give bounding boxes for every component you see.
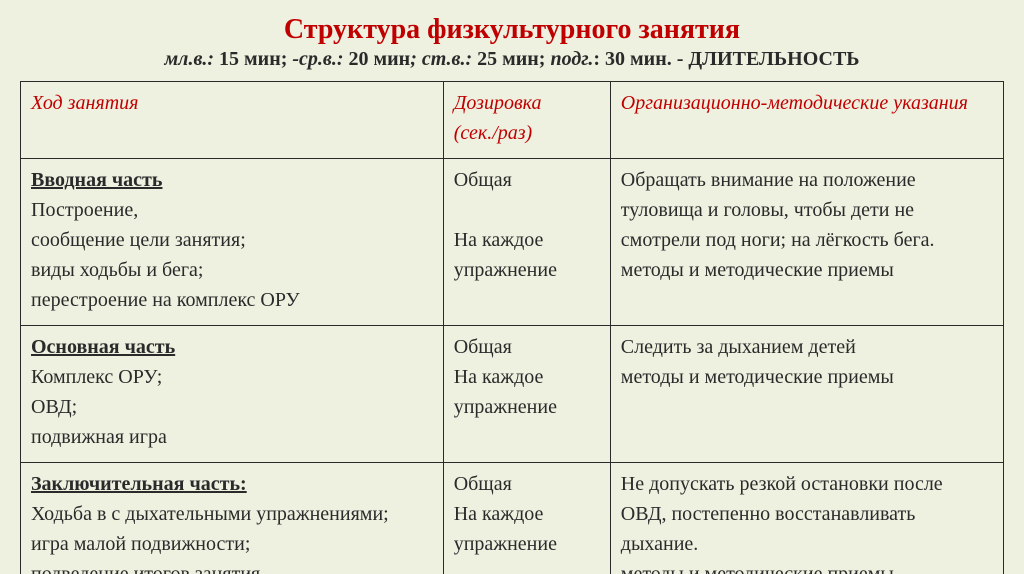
sub-v1: 15 мин; [214,48,292,70]
cell-activity: Основная часть Комплекс ОРУ; ОВД; подвиж… [21,326,444,463]
activity-line: виды ходьбы и бега; [31,255,433,285]
dosage-line: На каждое упражнение [454,362,600,422]
cell-activity: Заключительная часть: Ходьба в с дыхател… [21,463,444,574]
table-row: Заключительная часть: Ходьба в с дыхател… [21,463,1004,574]
cell-notes: Не допускать резкой остановки после ОВД,… [610,463,1003,574]
cell-activity: Вводная часть Построение, сообщение цели… [21,159,444,326]
note-line: методы и методические приемы [621,255,993,285]
activity-line: игра малой подвижности; [31,529,433,559]
activity-line: сообщение цели занятия; [31,225,433,255]
sub-p4: подг. [550,48,593,70]
cell-dosage: Общая На каждое упражнение [443,463,610,574]
sub-v3: 25 мин; [472,48,550,70]
col-header-dosage-l2: (сек./раз) [454,118,600,148]
table-header-row: Ход занятия Дозировка (сек./раз) Организ… [21,82,1004,159]
section-title: Основная часть [31,332,433,362]
dosage-line: Общая [454,332,600,362]
activity-line: подведение итогов занятия [31,559,433,574]
spacer [454,195,600,225]
activity-line: Построение, [31,195,433,225]
dosage-line: Общая [454,469,600,499]
note-line: Следить за дыханием детей [621,332,993,362]
col-header-dosage-l1: Дозировка [454,88,600,118]
sub-v4: : 30 мин. - ДЛИТЕЛЬНОСТЬ [593,48,859,70]
table-row: Вводная часть Построение, сообщение цели… [21,159,1004,326]
slide-page: Структура физкультурного занятия мл.в.: … [0,0,1024,574]
dosage-line: На каждое упражнение [454,225,600,285]
note-line: методы и методические приемы [621,362,993,392]
section-title: Вводная часть [31,165,433,195]
structure-table: Ход занятия Дозировка (сек./раз) Организ… [20,81,1004,574]
note-line: методы и методические приемы [621,559,993,574]
page-title: Структура физкультурного занятия [20,14,1004,46]
cell-dosage: Общая На каждое упражнение [443,159,610,326]
activity-line: ОВД; [31,392,433,422]
activity-line: подвижная игра [31,422,433,452]
col-header-activity: Ход занятия [21,82,444,159]
col-header-dosage: Дозировка (сек./раз) [443,82,610,159]
note-line: Обращать внимание на положение туловища … [621,165,993,255]
col-header-notes: Организационно-методические указания [610,82,1003,159]
activity-line: перестроение на комплекс ОРУ [31,285,433,315]
cell-notes: Следить за дыханием детей методы и метод… [610,326,1003,463]
activity-line: Комплекс ОРУ; [31,362,433,392]
cell-notes: Обращать внимание на положение туловища … [610,159,1003,326]
page-subtitle: мл.в.: 15 мин; -ср.в.: 20 мин; ст.в.: 25… [20,48,1004,71]
note-line: Не допускать резкой остановки после ОВД,… [621,469,993,559]
activity-line: Ходьба в с дыхательными упражнениями; [31,499,433,529]
cell-dosage: Общая На каждое упражнение [443,326,610,463]
dosage-line: Общая [454,165,600,195]
dosage-line: На каждое упражнение [454,499,600,559]
sub-p2: -ср.в.: [292,48,343,70]
sub-v2: 20 мин [344,48,411,70]
sub-p1: мл.в.: [164,48,214,70]
section-title: Заключительная часть: [31,469,433,499]
sub-p3: ; ст.в.: [410,48,472,70]
table-row: Основная часть Комплекс ОРУ; ОВД; подвиж… [21,326,1004,463]
